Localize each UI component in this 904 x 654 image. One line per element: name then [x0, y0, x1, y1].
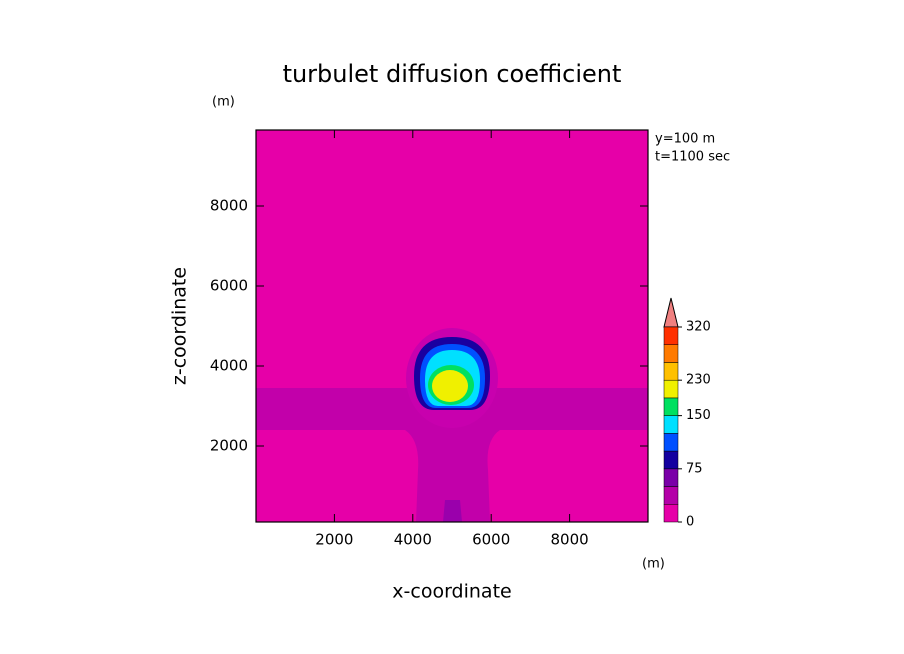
colorbar-tick-label: 320: [686, 320, 711, 335]
x-tick-label: 2000: [315, 531, 353, 549]
colorbar-tick-label: 230: [686, 373, 711, 388]
colorbar-segment: [663, 415, 679, 434]
colorbar-extend: [663, 297, 679, 328]
annotation: t=1100 sec: [655, 150, 730, 165]
colorbar-segment: [663, 326, 679, 345]
annotation: y=100 m: [655, 132, 715, 147]
x-tick-label: 8000: [551, 531, 589, 549]
colorbar-segment: [663, 450, 679, 470]
colorbar-segment: [663, 379, 679, 399]
colorbar-segment: [663, 504, 679, 523]
x-unit: (m): [642, 557, 665, 572]
colorbar-tick-label: 75: [686, 461, 703, 476]
y-tick-label: 8000: [210, 197, 248, 215]
y-unit: (m): [212, 95, 235, 110]
colorbar-segment: [663, 344, 679, 363]
chart-title: turbulet diffusion coefficient: [283, 60, 622, 88]
contour-region: [432, 370, 468, 402]
y-tick-label: 4000: [210, 357, 248, 375]
x-tick-label: 6000: [472, 531, 510, 549]
colorbar-tick-label: 150: [686, 408, 711, 423]
plot-frame: [255, 129, 649, 523]
colorbar-segment: [663, 433, 679, 452]
colorbar-segment: [663, 397, 679, 416]
y-axis-label: z-coordinate: [169, 267, 191, 385]
contour-region: [443, 500, 462, 522]
colorbar-segment: [663, 468, 679, 487]
colorbar-segment: [663, 362, 679, 381]
y-tick-label: 2000: [210, 437, 248, 455]
colorbar-segment: [663, 486, 679, 505]
colorbar-tick-label: 0: [686, 515, 694, 530]
x-axis-label: x-coordinate: [392, 581, 511, 603]
contour-band: [256, 388, 648, 522]
y-tick-label: 6000: [210, 277, 248, 295]
contour-field: [255, 129, 649, 523]
x-tick-label: 4000: [394, 531, 432, 549]
